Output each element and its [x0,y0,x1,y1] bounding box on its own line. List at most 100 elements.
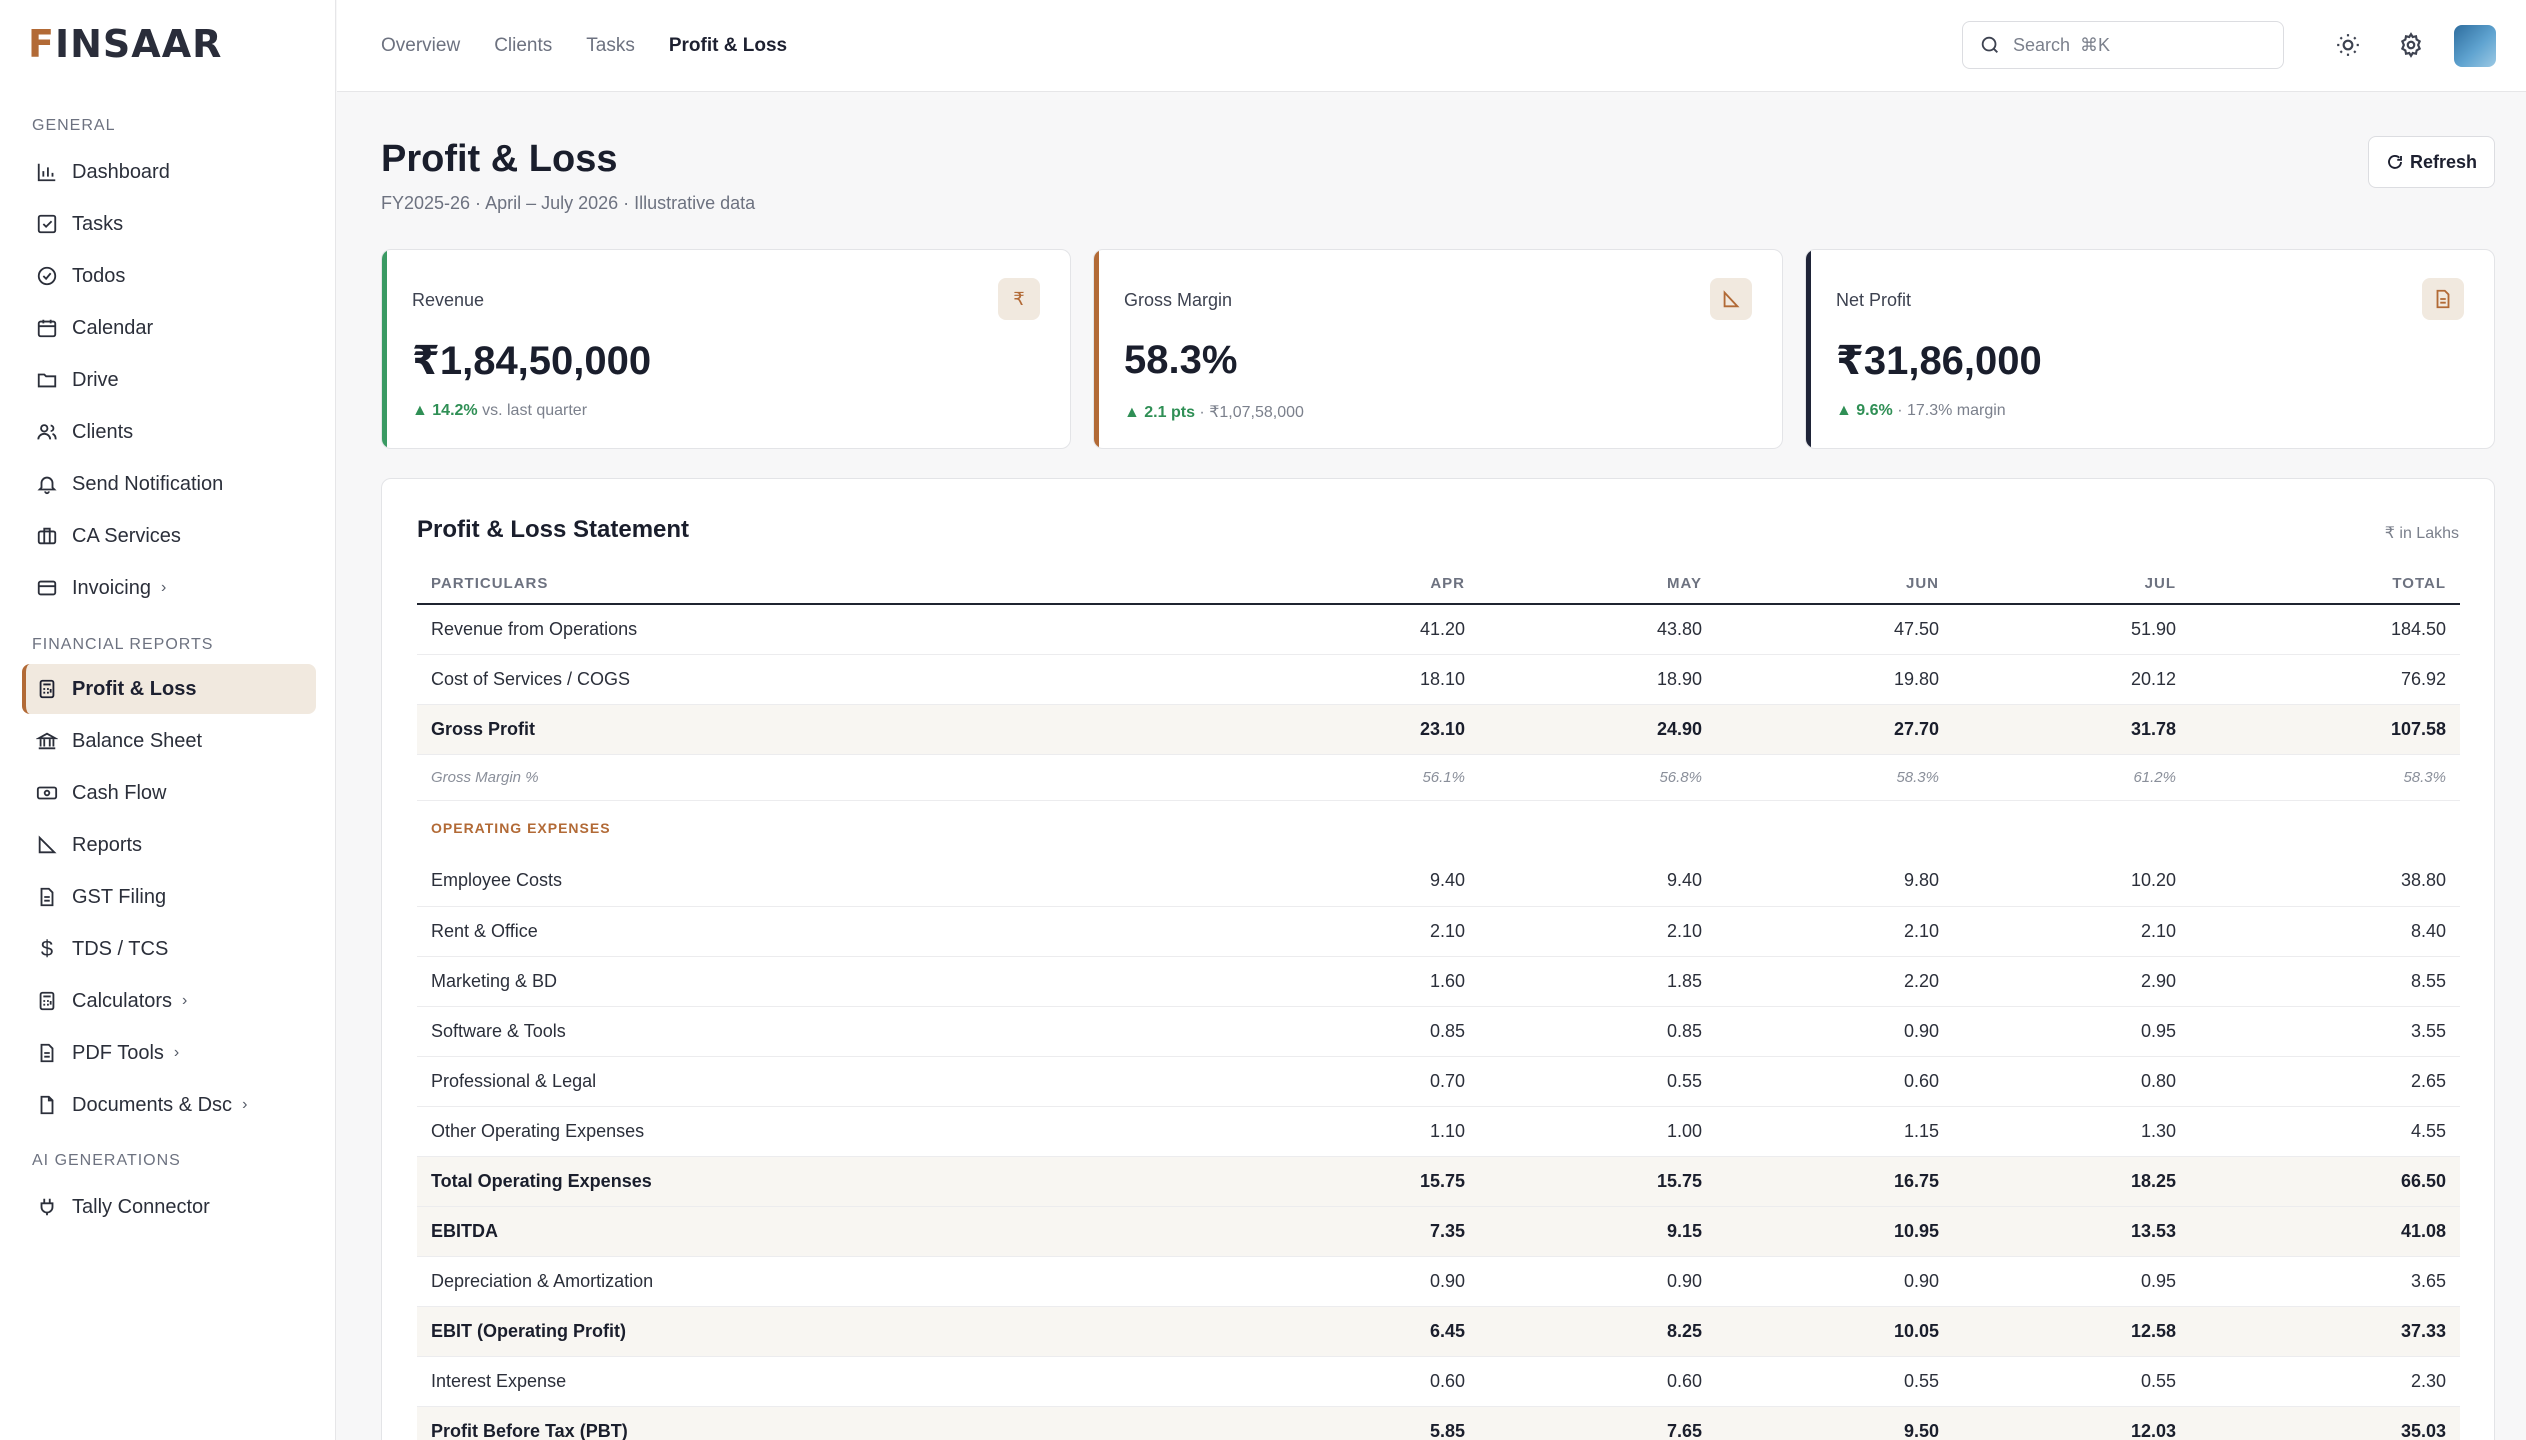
kpi-delta-value: ▲ 14.2% [412,402,478,419]
table-row: Gross Profit 23.10 24.90 27.70 31.78 107.58 [417,704,2460,755]
sidebar-item-label: Tasks [72,212,124,235]
row-value: 12.58 [1953,1306,2190,1357]
row-label: Gross Margin % [417,754,1242,801]
column-header-apr: APR [1242,564,1479,605]
sidebar: F INSAAR GENERAL Dashboard Tasks Todos Ca… [0,0,336,1440]
row-value: 38.80 [2190,856,2460,907]
table-row: Marketing & BD 1.60 1.85 2.20 2.90 8.55 [417,956,2460,1007]
row-value: 0.55 [1716,1356,1953,1407]
row-value: 1.85 [1479,956,1716,1007]
kpi-value: ₹31,86,000 [1836,339,2042,383]
row-label: Revenue from Operations [417,604,1242,655]
sidebar-item-clients[interactable]: Clients [22,407,316,457]
row-value: 13.53 [1953,1206,2190,1257]
sidebar-item-label: Calculators [72,989,173,1012]
sidebar-item-ca-services[interactable]: CA Services [22,511,316,561]
sidebar-item-gst-filing[interactable]: GST Filing [22,872,316,922]
sidebar-item-tally-connector[interactable]: Tally Connector [22,1182,316,1232]
finsaar-logo[interactable]: F INSAAR [28,22,222,66]
search-input[interactable]: Search ⌘K [1962,21,2284,69]
row-value: 27.70 [1716,704,1953,755]
row-label: Profit Before Tax (PBT) [417,1406,1242,1440]
table-row: Interest Expense 0.60 0.60 0.55 0.55 2.30 [417,1356,2460,1407]
row-value [1479,800,1716,856]
sidebar-item-balance-sheet[interactable]: Balance Sheet [22,716,316,766]
row-value: 3.55 [2190,1006,2460,1057]
refresh-button[interactable]: Refresh [2368,136,2495,188]
row-value: 0.70 [1242,1056,1479,1107]
pl-statement-card: Profit & Loss Statement ₹ in Lakhs PARTI… [381,478,2495,1440]
sidebar-item-drive[interactable]: Drive [22,355,316,405]
row-value: 107.58 [2190,704,2460,755]
row-value: 10.05 [1716,1306,1953,1357]
row-value: 9.15 [1479,1206,1716,1257]
sidebar-item-tds-tcs[interactable]: $ TDS / TCS [22,924,316,974]
row-value: 9.50 [1716,1406,1953,1440]
table-row: Depreciation & Amortization 0.90 0.90 0.90 0… [417,1256,2460,1307]
row-value: 0.55 [1479,1056,1716,1107]
sidebar-item-cash-flow[interactable]: Cash Flow [22,768,316,818]
row-value: 10.95 [1716,1206,1953,1257]
sidebar-item-send-notification[interactable]: Send Notification [22,459,316,509]
row-value: 2.10 [1953,906,2190,957]
row-value: 2.10 [1479,906,1716,957]
row-value: 0.60 [1242,1356,1479,1407]
tab-clients[interactable]: Clients [494,35,553,56]
kpi-value: ₹1,84,50,000 [412,339,652,383]
row-value: 41.20 [1242,604,1479,655]
kpi-accent-bar [1806,250,1811,448]
kpi-value: 58.3% [1124,338,1238,382]
bell-icon [36,473,58,495]
row-value: 18.25 [1953,1156,2190,1207]
kpi-delta: ▲ 9.6% · 17.3% margin [1836,402,2006,420]
row-value [1242,800,1479,856]
row-value: 7.65 [1479,1406,1716,1440]
tab-profit-loss[interactable]: Profit & Loss [668,35,788,56]
row-value: 24.90 [1479,704,1716,755]
sidebar-item-documents-dsc[interactable]: Documents & Dsc › [22,1080,316,1130]
row-value: 58.3% [1716,754,1953,801]
kpi-delta-note: · 17.3% margin [1892,402,2006,419]
top-bar: Overview Clients Tasks Profit & Loss Sea… [337,0,2526,92]
table-row: Software & Tools 0.85 0.85 0.90 0.95 3.55 [417,1006,2460,1057]
sidebar-item-reports[interactable]: Reports [22,820,316,870]
logo-mark: F [28,22,55,66]
sidebar-item-tasks[interactable]: Tasks [22,199,316,249]
row-value: 0.95 [1953,1006,2190,1057]
refresh-label: Refresh [2409,151,2478,172]
sidebar-item-invoicing[interactable]: Invoicing › [22,563,316,613]
row-label: EBIT (Operating Profit) [417,1306,1242,1357]
avatar[interactable] [2454,25,2496,67]
row-value: 0.60 [1716,1056,1953,1107]
row-value: 15.75 [1242,1156,1479,1207]
row-value: 18.10 [1242,654,1479,705]
kpi-label: Revenue [412,290,485,310]
column-header-total: TOTAL [2190,564,2460,605]
sidebar-item-todos[interactable]: Todos [22,251,316,301]
document-icon [36,1094,58,1116]
nav-section-ai-generations: AI GENERATIONS [32,1152,181,1169]
sidebar-item-label: Balance Sheet [72,729,203,752]
sidebar-item-pdf-tools[interactable]: PDF Tools › [22,1028,316,1078]
row-label: Total Operating Expenses [417,1156,1242,1207]
sidebar-item-calculators[interactable]: Calculators › [22,976,316,1026]
tab-overview[interactable]: Overview [381,35,461,56]
sidebar-item-calendar[interactable]: Calendar [22,303,316,353]
table-section-row: OPERATING EXPENSES [417,800,2460,856]
sidebar-item-label: GST Filing [72,885,167,908]
table-row: Total Operating Expenses 15.75 15.75 16.75 1… [417,1156,2460,1207]
theme-toggle-button[interactable] [2331,28,2365,62]
settings-button[interactable] [2394,28,2428,62]
page-title: Profit & Loss [381,138,618,180]
sidebar-item-dashboard[interactable]: Dashboard [22,147,316,197]
table-row: Gross Margin % 56.1% 56.8% 58.3% 61.2% 58.3% [417,754,2460,801]
row-label: Rent & Office [417,906,1242,957]
sidebar-item-profit-loss[interactable]: Profit & Loss [22,664,316,714]
row-label: Professional & Legal [417,1056,1242,1107]
row-value: 4.55 [2190,1106,2460,1157]
row-value: 2.20 [1716,956,1953,1007]
tab-tasks[interactable]: Tasks [586,35,635,56]
row-value: 9.40 [1242,856,1479,907]
checkbox-icon [36,213,58,235]
kpi-card-gross-margin: Gross Margin 58.3% ▲ 2.1 pts · ₹1,07,58,… [1093,249,1783,449]
